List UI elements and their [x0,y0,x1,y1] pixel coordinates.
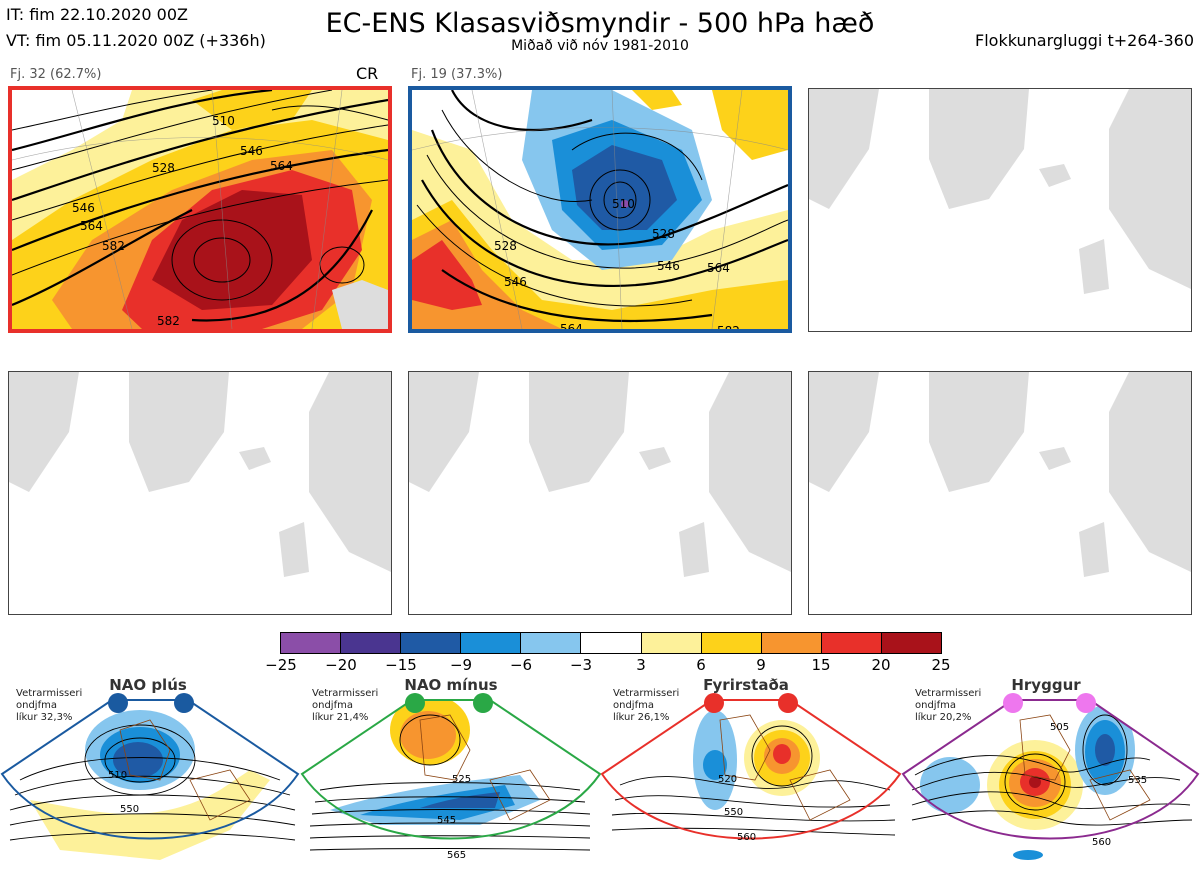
cluster-2-map: 528 546 564 582 510 528 546 564 [408,86,792,333]
contour-label: 564 [707,261,730,275]
empty-cluster-map [8,371,392,615]
contour-label: 582 [717,324,740,329]
cluster-1-tag: CR [356,64,379,83]
contour-label: 510 [212,114,235,128]
regime-4-marker [1076,693,1096,713]
contour-label: 535 [1128,775,1147,786]
colorbar-tick-label: 6 [696,656,706,674]
contour-label: 528 [652,227,675,241]
regime-2-map [309,700,591,851]
colorbar-tick-label: 25 [931,656,951,674]
contour-label: 546 [72,201,95,215]
init-time: IT: fim 22.10.2020 00Z [6,5,188,24]
contour-label: 564 [80,219,103,233]
valid-time: VT: fim 05.11.2020 00Z (+336h) [6,31,266,50]
contour-label: 528 [152,161,175,175]
contour-label: 546 [504,275,527,289]
contour-label: 510 [108,770,127,781]
regime-1-title: NAO plús [109,676,187,694]
contour-label: 505 [1050,722,1069,733]
contour-label: 564 [560,322,583,329]
colorbar-swatch [760,633,821,653]
colorbar-swatch [460,633,521,653]
cluster-2-label: Fj. 19 (37.3%) [411,67,503,82]
colorbar-swatch [880,633,942,653]
contour-label: 550 [724,807,743,818]
contour-label: 546 [657,259,680,273]
colorbar-swatch [400,633,461,653]
colorbar-swatch [700,633,761,653]
regime-4-map [911,705,1193,860]
contour-label: 560 [737,832,756,843]
regime-3-title: Fyrirstaða [703,676,789,694]
contour-label: 550 [120,804,139,815]
regime-3-marker [778,693,798,713]
page-title: EC-ENS Klasasviðsmyndir - 500 hPa hæð [325,8,875,39]
contour-label: 510 [612,197,635,211]
contour-label: 545 [437,815,456,826]
regime-3-marker [704,693,724,713]
colorbar-tick-label: 20 [871,656,891,674]
regime-4-marker [1003,693,1023,713]
contour-label: 546 [240,144,263,158]
colorbar-tick-label: 3 [636,656,646,674]
regime-1-info: Vetrarmisseri ondjfma líkur 32,3% [16,688,83,723]
regime-4-title: Hryggur [1011,676,1081,694]
regime-2-info: Vetrarmisseri ondjfma líkur 21,4% [312,688,379,723]
regime-1-marker [108,693,128,713]
colorbar-swatch [340,633,401,653]
cluster-1-label: Fj. 32 (62.7%) [10,67,102,82]
contour-label: 582 [157,314,180,328]
regime-maps: 510 550 525 545 565 [0,693,1200,861]
empty-cluster-map [808,371,1192,615]
colorbar-tick-label: 9 [756,656,766,674]
contour-label: 560 [1092,837,1111,848]
empty-cluster-map [808,88,1192,332]
regime-3-map [611,710,896,836]
regime-2-marker [405,693,425,713]
colorbar-swatch [640,633,701,653]
cluster-window: Flokkunargluggi t+264-360 [975,31,1194,50]
contour-label: 565 [447,850,466,861]
colorbar-tick-label: 15 [811,656,831,674]
colorbar-swatch [281,633,341,653]
contour-label: 582 [102,239,125,253]
colorbar-tick-label: −9 [449,656,473,674]
colorbar-tick-label: −6 [509,656,533,674]
colorbar [280,632,942,654]
regime-1-marker [174,693,194,713]
regime-4-info: Vetrarmisseri ondjfma líkur 20,2% [915,688,982,723]
colorbar-tick-label: −25 [265,656,297,674]
cluster-1-map: 510 528 546 564 582 546 564 582 [8,86,392,333]
regime-1-map [9,710,296,860]
contour-label: 525 [452,774,471,785]
regime-2-marker [473,693,493,713]
empty-cluster-map [408,371,792,615]
colorbar-swatch [520,633,581,653]
colorbar-tick-label: −15 [385,656,417,674]
colorbar-swatch [820,633,881,653]
colorbar-tick-label: −3 [569,656,593,674]
page-subtitle: Miðað við nóv 1981-2010 [511,38,689,54]
contour-label: 520 [718,774,737,785]
regime-3-info: Vetrarmisseri ondjfma líkur 26,1% [613,688,680,723]
contour-label: 564 [270,159,293,173]
colorbar-tick-label: −20 [325,656,357,674]
colorbar-swatch [580,633,641,653]
contour-label: 528 [494,239,517,253]
regime-2-title: NAO mínus [404,676,498,694]
